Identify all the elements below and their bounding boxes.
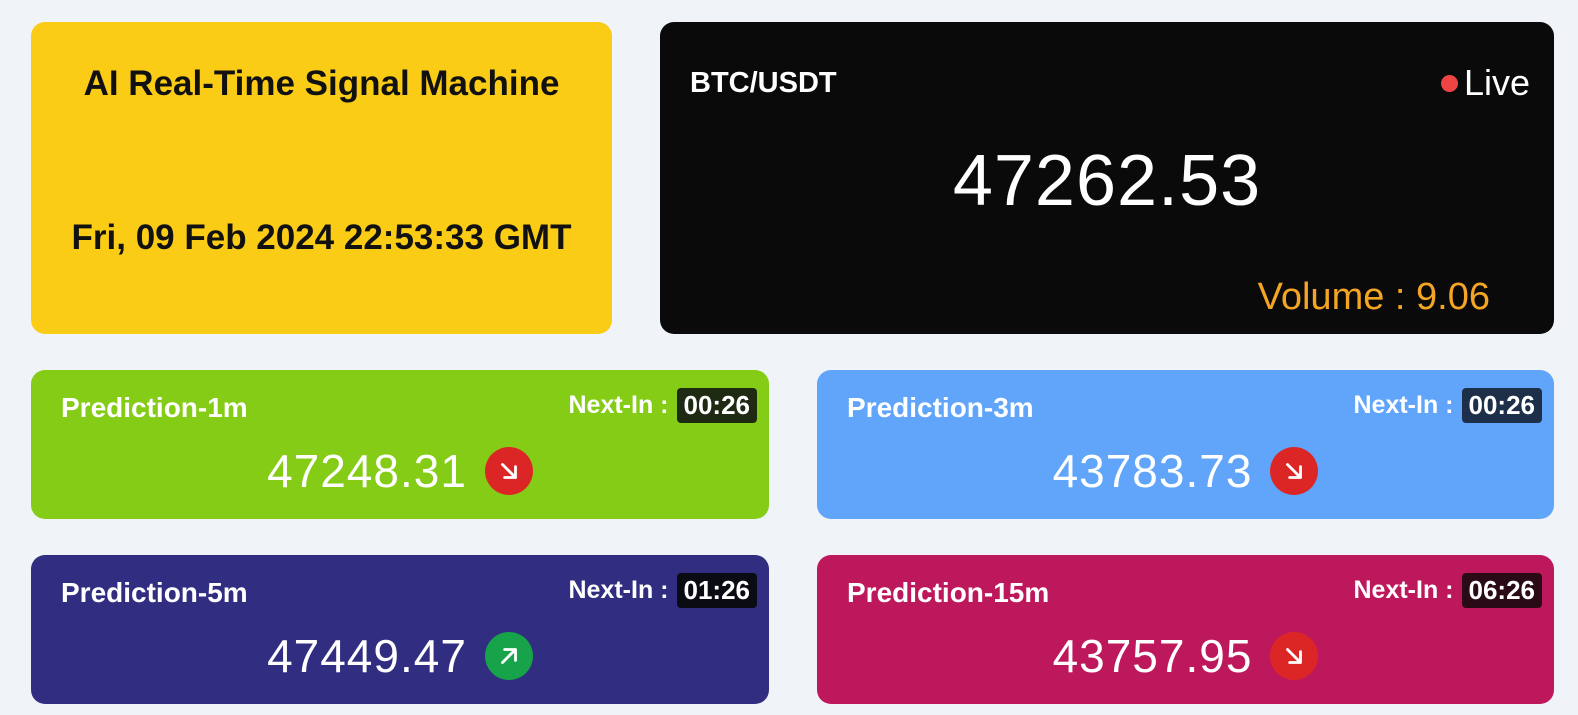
countdown-timer: 01:26	[676, 573, 757, 608]
arrow-down-right-icon	[484, 447, 533, 495]
next-in-label: Next-In :	[1353, 576, 1454, 604]
arrow-up-right-icon	[484, 632, 533, 680]
current-price: 47262.53	[952, 141, 1262, 221]
prediction-card-3m: Prediction-3m Next-In : 00:26 43783.73	[817, 370, 1554, 519]
prediction-card-1m: Prediction-1m Next-In : 00:26 47248.31	[31, 370, 769, 519]
clock-timestamp: Fri, 09 Feb 2024 22:53:33 GMT	[71, 218, 572, 257]
prediction-title: Prediction-3m	[847, 392, 1034, 423]
title-card: AI Real-Time Signal Machine Fri, 09 Feb …	[31, 22, 612, 334]
prediction-row: 43757.95	[817, 629, 1554, 683]
app-title: AI Real-Time Signal Machine	[83, 64, 560, 103]
countdown-timer: 06:26	[1461, 573, 1542, 608]
prediction-card-15m: Prediction-15m Next-In : 06:26 43757.95	[817, 555, 1554, 704]
live-indicator: Live	[1440, 62, 1530, 104]
next-in-label: Next-In :	[568, 576, 669, 604]
next-in-label: Next-In :	[1353, 391, 1454, 419]
prediction-value: 43783.73	[1052, 445, 1253, 497]
trading-pair: BTC/USDT	[690, 67, 837, 99]
countdown-timer: 00:26	[1461, 388, 1542, 423]
prediction-card-5m: Prediction-5m Next-In : 01:26 47449.47	[31, 555, 769, 704]
price-card: BTC/USDT Live 47262.53 Volume : 9.06	[660, 22, 1554, 334]
arrow-down-right-icon	[1270, 632, 1319, 680]
prediction-value: 47248.31	[267, 445, 467, 497]
next-in: Next-In : 00:26	[568, 388, 757, 423]
live-label: Live	[1463, 62, 1530, 103]
next-in: Next-In : 06:26	[1353, 573, 1542, 608]
prediction-row: 47449.47	[31, 629, 769, 683]
countdown-timer: 00:26	[676, 388, 757, 423]
prediction-row: 47248.31	[31, 444, 769, 498]
prediction-title: Prediction-15m	[847, 577, 1050, 608]
next-in: Next-In : 00:26	[1353, 388, 1542, 423]
arrow-down-right-icon	[1270, 447, 1319, 495]
prediction-title: Prediction-1m	[61, 392, 248, 423]
prediction-value: 47449.47	[267, 630, 467, 682]
prediction-row: 43783.73	[817, 444, 1554, 498]
prediction-title: Prediction-5m	[61, 577, 248, 608]
next-in-label: Next-In :	[568, 391, 669, 419]
volume-readout: Volume : 9.06	[1257, 276, 1490, 318]
live-dot-icon	[1440, 74, 1458, 92]
next-in: Next-In : 01:26	[568, 573, 757, 608]
prediction-value: 43757.95	[1052, 630, 1253, 682]
